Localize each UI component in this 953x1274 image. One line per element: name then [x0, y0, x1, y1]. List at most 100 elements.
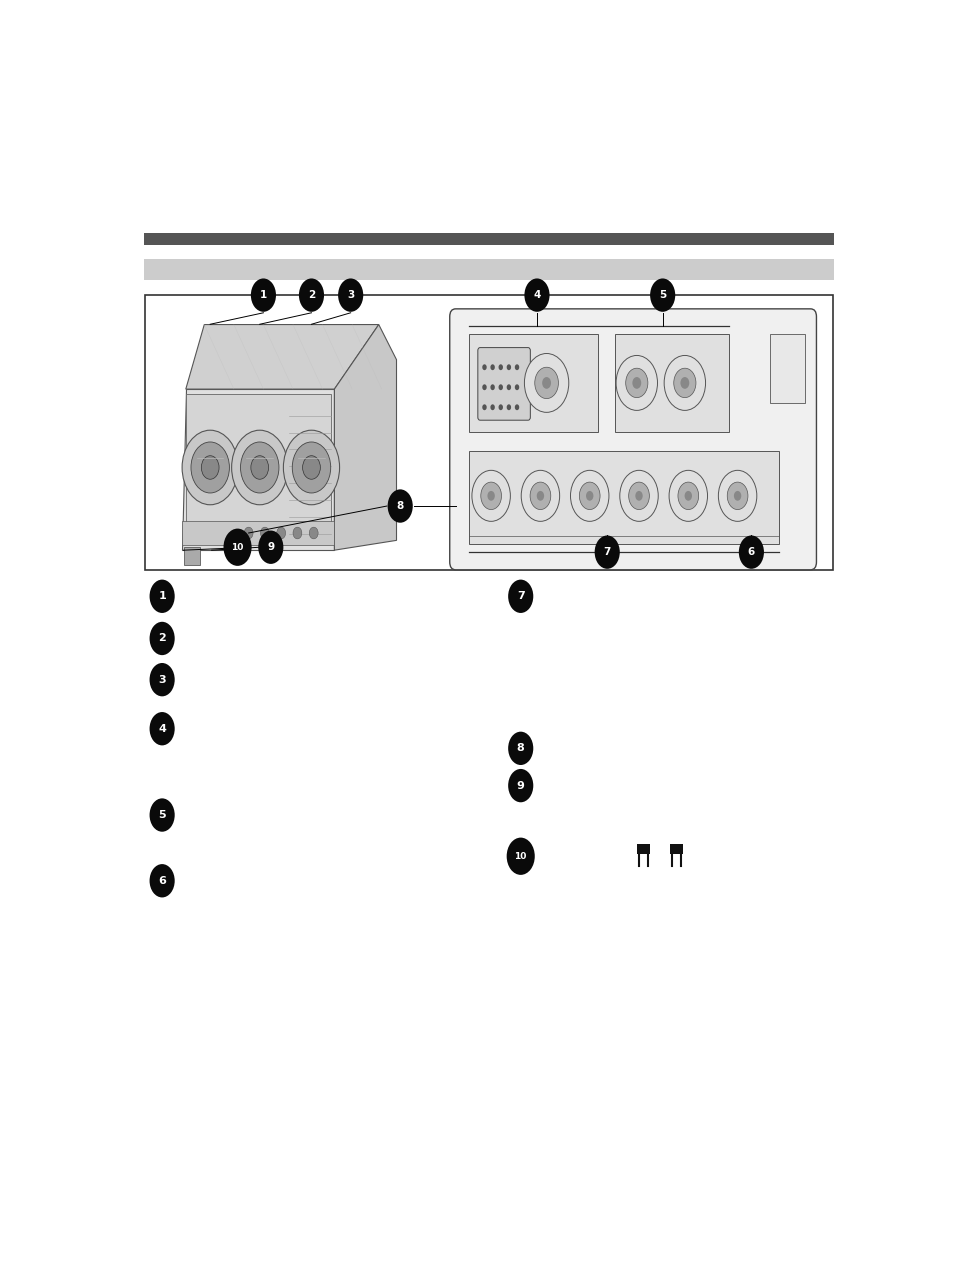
Circle shape: [201, 456, 219, 479]
Bar: [637, 845, 649, 855]
Circle shape: [578, 482, 599, 510]
Circle shape: [298, 279, 324, 312]
Text: 1: 1: [158, 591, 166, 601]
Circle shape: [570, 470, 608, 521]
Circle shape: [276, 527, 285, 539]
Circle shape: [480, 482, 501, 510]
Circle shape: [506, 364, 511, 371]
Circle shape: [498, 364, 502, 371]
Circle shape: [150, 799, 174, 832]
Circle shape: [508, 580, 533, 613]
Circle shape: [240, 442, 278, 493]
Bar: [469, 451, 779, 544]
Text: 4: 4: [158, 724, 166, 734]
Circle shape: [490, 385, 495, 390]
Circle shape: [619, 470, 658, 521]
Bar: [182, 521, 335, 545]
Circle shape: [515, 385, 518, 390]
Circle shape: [258, 530, 283, 564]
Circle shape: [524, 279, 549, 312]
Circle shape: [232, 431, 288, 505]
Text: 8: 8: [396, 501, 403, 511]
Circle shape: [726, 482, 747, 510]
Circle shape: [679, 377, 689, 389]
Text: 4: 4: [533, 290, 540, 301]
Polygon shape: [335, 325, 396, 550]
Polygon shape: [186, 325, 378, 389]
Circle shape: [309, 527, 317, 539]
Circle shape: [678, 482, 698, 510]
Circle shape: [251, 279, 275, 312]
Circle shape: [585, 490, 593, 501]
FancyBboxPatch shape: [449, 308, 816, 569]
Circle shape: [223, 529, 252, 566]
Circle shape: [515, 404, 518, 410]
Circle shape: [684, 490, 691, 501]
Circle shape: [506, 404, 511, 410]
Circle shape: [472, 470, 510, 521]
Circle shape: [520, 470, 559, 521]
Bar: [614, 334, 728, 432]
Circle shape: [482, 404, 486, 410]
Circle shape: [337, 279, 363, 312]
Circle shape: [244, 527, 253, 539]
Text: 3: 3: [347, 290, 354, 301]
Circle shape: [191, 442, 229, 493]
Bar: [144, 259, 833, 280]
Circle shape: [663, 355, 705, 410]
Circle shape: [387, 489, 413, 522]
Circle shape: [292, 442, 331, 493]
Circle shape: [150, 580, 174, 613]
Bar: [145, 296, 832, 569]
Circle shape: [150, 662, 174, 697]
Circle shape: [733, 490, 740, 501]
Text: 2: 2: [308, 290, 314, 301]
Circle shape: [673, 368, 695, 397]
Circle shape: [490, 364, 495, 371]
Circle shape: [530, 482, 550, 510]
Bar: [769, 334, 804, 403]
Circle shape: [283, 431, 339, 505]
Circle shape: [251, 456, 269, 479]
Bar: [469, 334, 598, 432]
Circle shape: [498, 385, 502, 390]
Circle shape: [541, 377, 551, 389]
Text: 7: 7: [603, 547, 610, 557]
Circle shape: [508, 769, 533, 803]
Text: 9: 9: [517, 781, 524, 791]
Circle shape: [668, 470, 707, 521]
Circle shape: [260, 527, 269, 539]
Circle shape: [150, 864, 174, 897]
Circle shape: [293, 527, 301, 539]
Circle shape: [506, 837, 535, 875]
Bar: [144, 233, 833, 245]
Text: 6: 6: [747, 547, 754, 557]
Bar: [183, 548, 199, 564]
Polygon shape: [182, 389, 335, 550]
Circle shape: [537, 490, 543, 501]
Bar: [186, 394, 331, 539]
Text: 3: 3: [158, 675, 166, 684]
Circle shape: [738, 535, 763, 568]
Text: 10: 10: [232, 543, 243, 552]
Circle shape: [487, 490, 495, 501]
Text: 5: 5: [659, 290, 665, 301]
Circle shape: [498, 404, 502, 410]
Circle shape: [635, 490, 642, 501]
Bar: [669, 845, 682, 855]
Circle shape: [515, 364, 518, 371]
Circle shape: [302, 456, 320, 479]
Text: 8: 8: [517, 743, 524, 753]
Circle shape: [482, 385, 486, 390]
Text: 2: 2: [158, 633, 166, 643]
Circle shape: [628, 482, 649, 510]
Circle shape: [506, 385, 511, 390]
Circle shape: [182, 431, 238, 505]
Text: 7: 7: [517, 591, 524, 601]
Circle shape: [649, 279, 675, 312]
Circle shape: [524, 353, 568, 413]
Circle shape: [535, 367, 558, 399]
Circle shape: [150, 712, 174, 745]
Circle shape: [718, 470, 756, 521]
Text: 9: 9: [267, 543, 274, 552]
